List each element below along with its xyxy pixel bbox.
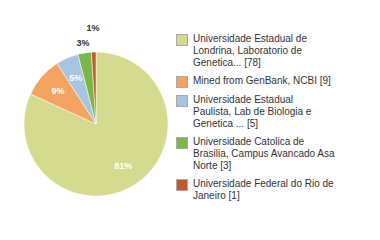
html-text:Universidade Estadual de: Universidade Estadual de: [193, 32, 307, 44]
html-text:Mined from GenBank, NCBI [9]: Mined from GenBank, NCBI [9]: [193, 74, 331, 86]
svg-text:9%: 9%: [51, 86, 64, 96]
html-text:Norte [3]: Norte [3]: [193, 159, 232, 171]
html-text:Universidade Catolica de: Universidade Catolica de: [193, 135, 305, 147]
html-text:Paulista, Lab de Biologia e: Paulista, Lab de Biologia e: [193, 105, 312, 117]
html-text:Brasilia, Campus Avancado Asa: Brasilia, Campus Avancado Asa: [193, 147, 335, 159]
html-text:Genetica ... [5]: Genetica ... [5]: [193, 117, 258, 129]
svg-text:1%: 1%: [86, 23, 99, 33]
html-text:Genetica... [78]: Genetica... [78]: [193, 56, 261, 68]
svg-text:81%: 81%: [114, 161, 132, 171]
svg-text:5%: 5%: [69, 73, 82, 83]
html-text:Londrina, Laboratorio de: Londrina, Laboratorio de: [193, 44, 302, 56]
html-text:Universidade Federal do Rio de: Universidade Federal do Rio de: [193, 177, 334, 189]
svg-text:3%: 3%: [77, 38, 90, 48]
html-text:Janeiro [1]: Janeiro [1]: [193, 189, 240, 201]
html-text:Universidade Estadual: Universidade Estadual: [193, 93, 294, 105]
